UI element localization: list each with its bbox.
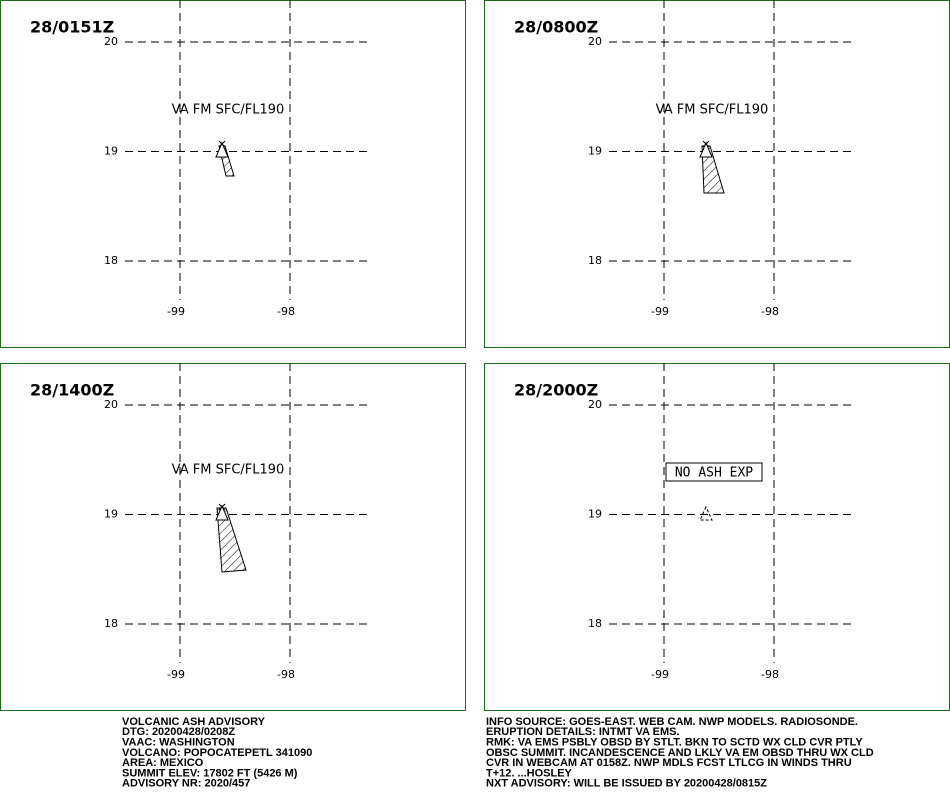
lon-label: -99 <box>167 668 185 681</box>
advisory-line: OBSC SUMMIT. INCANDESCENCE AND LKLY VA E… <box>486 747 874 759</box>
valid-time: 28/0800Z <box>514 18 598 37</box>
no-ash-box <box>665 462 763 482</box>
lat-label: 18 <box>588 254 602 267</box>
lat-label: 20 <box>588 398 602 411</box>
volcano-symbol <box>699 141 713 158</box>
lon-label: -99 <box>651 668 669 681</box>
panel-border <box>484 363 950 711</box>
lat-label: 20 <box>588 35 602 48</box>
ash-label: VA FM SFC/FL190 <box>172 463 285 478</box>
advisory-line: VOLCANO: POPOCATEPETL 341090 <box>122 747 312 759</box>
lat-label: 19 <box>588 145 602 158</box>
lon-label: -99 <box>651 305 669 318</box>
map-panel: 20 19 18 -99 -98 28/0151Z VA FM SFC/FL190 <box>0 0 466 348</box>
lat-label: 20 <box>104 35 118 48</box>
ash-label: VA FM SFC/FL190 <box>172 103 285 118</box>
advisory-line: CVR IN WEBCAM AT 0158Z. NWP MDLS FCST LT… <box>486 757 852 769</box>
advisory-line: NXT ADVISORY: WILL BE ISSUED BY 20200428… <box>486 778 767 790</box>
volcano-eruption <box>702 140 710 148</box>
map-panel: 20 19 18 -99 -98 28/2000Z NO ASH EXP <box>484 363 950 711</box>
lon-label: -98 <box>277 305 295 318</box>
advisory-line: VOLCANIC ASH ADVISORY <box>122 716 266 728</box>
advisory-line: ADVISORY NR: 2020/457 <box>122 778 250 790</box>
advisory-line: INFO SOURCE: GOES-EAST. WEB CAM. NWP MOD… <box>486 716 858 728</box>
volcano-eruption <box>218 140 226 148</box>
lat-label: 19 <box>588 508 602 521</box>
advisory-line: ERUPTION DETAILS: INTMT VA EMS. <box>486 726 680 738</box>
panel-border <box>0 363 466 711</box>
volcano-symbol <box>215 141 229 158</box>
lon-label: -98 <box>277 668 295 681</box>
valid-time: 28/1400Z <box>30 381 114 400</box>
valid-time: 28/2000Z <box>514 381 598 400</box>
advisory-line: AREA: MEXICO <box>122 757 204 769</box>
valid-time: 28/0151Z <box>30 18 114 37</box>
advisory-line: SUMMIT ELEV: 17802 FT (5426 M) <box>122 767 298 779</box>
lat-label: 18 <box>104 254 118 267</box>
map-panel: 20 19 18 -99 -98 28/0800Z VA FM SFC/FL190 <box>484 0 950 348</box>
lat-label: 18 <box>104 617 118 630</box>
advisory-line: RMK: VA EMS PSBLY OBSD BY STLT. BKN TO S… <box>486 737 863 749</box>
advisory-line: T+12. ...HOSLEY <box>486 767 573 779</box>
ash-label: VA FM SFC/FL190 <box>656 103 769 118</box>
volcano-symbol <box>699 505 713 521</box>
panel-border <box>0 0 466 348</box>
advisory-line: DTG: 20200428/0208Z <box>122 726 235 738</box>
lat-label: 19 <box>104 145 118 158</box>
lon-label: -98 <box>761 668 779 681</box>
lat-label: 20 <box>104 398 118 411</box>
volcano-eruption <box>218 503 226 511</box>
lat-label: 19 <box>104 508 118 521</box>
map-panel: 20 19 18 -99 -98 28/1400Z VA FM SFC/FL190 <box>0 363 466 711</box>
advisory-line: VAAC: WASHINGTON <box>122 737 235 749</box>
lat-label: 18 <box>588 617 602 630</box>
volcano-symbol <box>215 504 229 521</box>
lon-label: -98 <box>761 305 779 318</box>
no-ash-label: NO ASH EXP <box>675 466 753 481</box>
lon-label: -99 <box>167 305 185 318</box>
